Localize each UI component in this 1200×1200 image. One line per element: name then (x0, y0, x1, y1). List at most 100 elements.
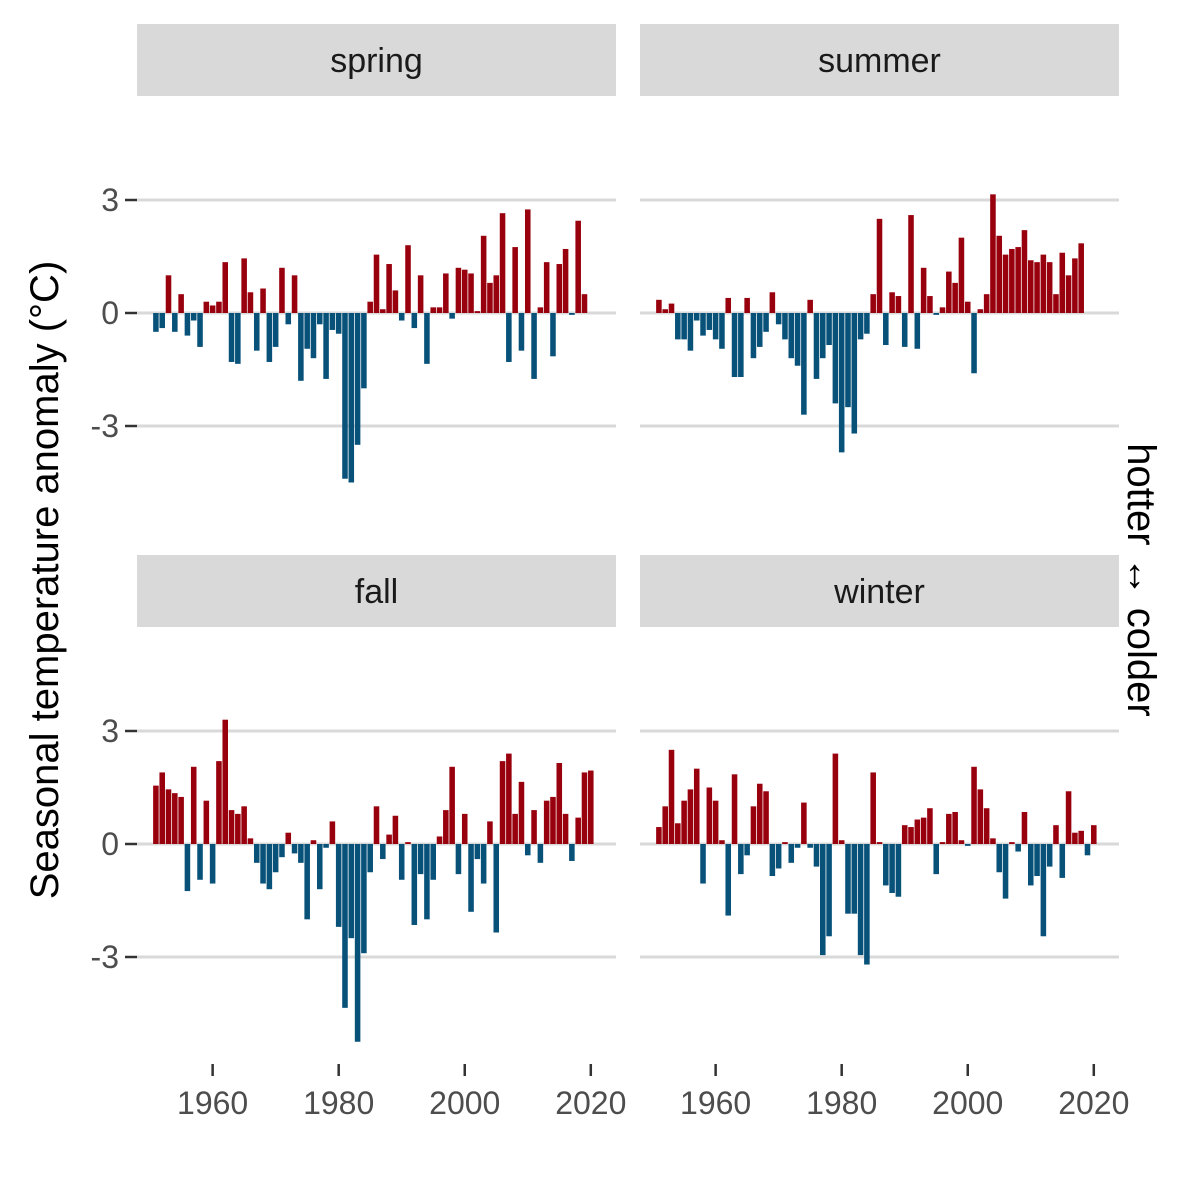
bar-1978 (826, 844, 832, 937)
bar-1979 (832, 753, 839, 844)
bar-1953 (165, 275, 172, 313)
bar-1988 (889, 844, 895, 893)
bar-2005 (493, 844, 500, 933)
bar-1985 (870, 294, 876, 313)
bar-1966 (247, 292, 254, 313)
bar-2011 (531, 313, 537, 379)
x-tick-label: 2020 (1058, 1085, 1129, 1121)
bar-1954 (675, 313, 681, 340)
bar-1962 (222, 262, 229, 313)
bar-1990 (901, 825, 908, 844)
facet-strip (137, 24, 616, 96)
bar-1965 (744, 844, 750, 856)
bar-1992 (914, 819, 921, 844)
bar-1979 (832, 313, 839, 404)
y-tick-label: -3 (91, 939, 119, 975)
bar-2005 (996, 844, 1003, 873)
bar-1968 (260, 844, 266, 884)
bar-1984 (864, 844, 870, 965)
bar-1998 (449, 313, 455, 319)
bar-2012 (1040, 844, 1047, 937)
facet-strip (640, 555, 1119, 627)
bar-1992 (914, 313, 921, 349)
bar-1981 (342, 313, 348, 479)
bar-1993 (920, 267, 927, 313)
bar-1981 (845, 844, 851, 914)
bar-2014 (550, 313, 556, 357)
bar-1962 (222, 719, 229, 844)
bar-1981 (342, 844, 348, 1008)
bar-1996 (436, 836, 443, 844)
bar-2009 (518, 781, 525, 844)
bar-1954 (675, 823, 681, 844)
bar-1953 (668, 303, 675, 313)
bar-2000 (964, 844, 971, 846)
bar-2001 (468, 273, 474, 313)
bar-1982 (348, 844, 355, 939)
bar-1973 (794, 844, 801, 848)
bar-1987 (380, 844, 386, 860)
bar-1968 (763, 313, 769, 332)
bar-1951 (153, 313, 159, 332)
bar-1952 (662, 309, 668, 313)
bar-1953 (668, 749, 675, 844)
bar-1996 (939, 842, 946, 844)
bar-1979 (329, 313, 336, 330)
bar-2017 (569, 313, 575, 315)
bar-1978 (323, 313, 329, 379)
bar-2002 (474, 844, 481, 860)
bar-1997 (443, 273, 449, 313)
bar-1964 (235, 313, 241, 364)
bar-1957 (693, 313, 700, 321)
bar-1963 (731, 774, 738, 844)
bar-2007 (506, 753, 512, 844)
bar-1995 (430, 844, 436, 880)
bar-1977 (820, 844, 826, 956)
bar-2000 (964, 301, 971, 313)
y-tick-label: 0 (101, 295, 119, 331)
bar-1974 (298, 844, 304, 863)
bar-1992 (411, 313, 418, 329)
bar-1990 (398, 844, 405, 880)
bar-1993 (417, 844, 424, 875)
bar-1986 (876, 842, 883, 844)
x-tick-label: 1980 (806, 1085, 877, 1121)
facet-strip (137, 555, 616, 627)
bar-1960 (209, 844, 216, 884)
bar-1976 (310, 840, 317, 844)
bar-1951 (656, 299, 662, 313)
y-tick-label: 3 (101, 182, 119, 218)
bar-1980 (838, 840, 845, 844)
bar-1972 (788, 844, 795, 863)
bar-1974 (298, 313, 304, 381)
bar-1993 (417, 275, 424, 313)
bar-1976 (310, 313, 317, 359)
bar-2018 (1078, 830, 1084, 844)
bar-1992 (411, 844, 418, 925)
bar-1982 (851, 313, 858, 434)
bar-2019 (1084, 844, 1091, 856)
bar-2010 (1027, 260, 1034, 313)
bar-2010 (524, 844, 531, 856)
bar-2013 (1046, 262, 1053, 313)
right-axis-title: hotter ↔ colder (1119, 443, 1163, 716)
bar-1965 (241, 806, 247, 844)
bar-1991 (405, 842, 411, 844)
bar-2005 (996, 235, 1003, 313)
bar-2003 (480, 235, 487, 313)
bar-1985 (870, 772, 876, 844)
bar-1999 (455, 267, 462, 313)
bar-1956 (184, 844, 191, 892)
bar-1996 (939, 307, 946, 313)
bar-1993 (920, 817, 927, 844)
bar-2006 (1002, 844, 1009, 899)
x-tick-label: 2000 (429, 1085, 500, 1121)
bar-2019 (581, 772, 588, 844)
bar-1983 (354, 844, 361, 1042)
bar-1959 (706, 787, 713, 844)
bar-1970 (775, 844, 782, 869)
bar-1999 (455, 844, 462, 875)
bar-1966 (750, 313, 757, 359)
bar-1969 (266, 844, 273, 890)
bar-2006 (1002, 254, 1009, 313)
